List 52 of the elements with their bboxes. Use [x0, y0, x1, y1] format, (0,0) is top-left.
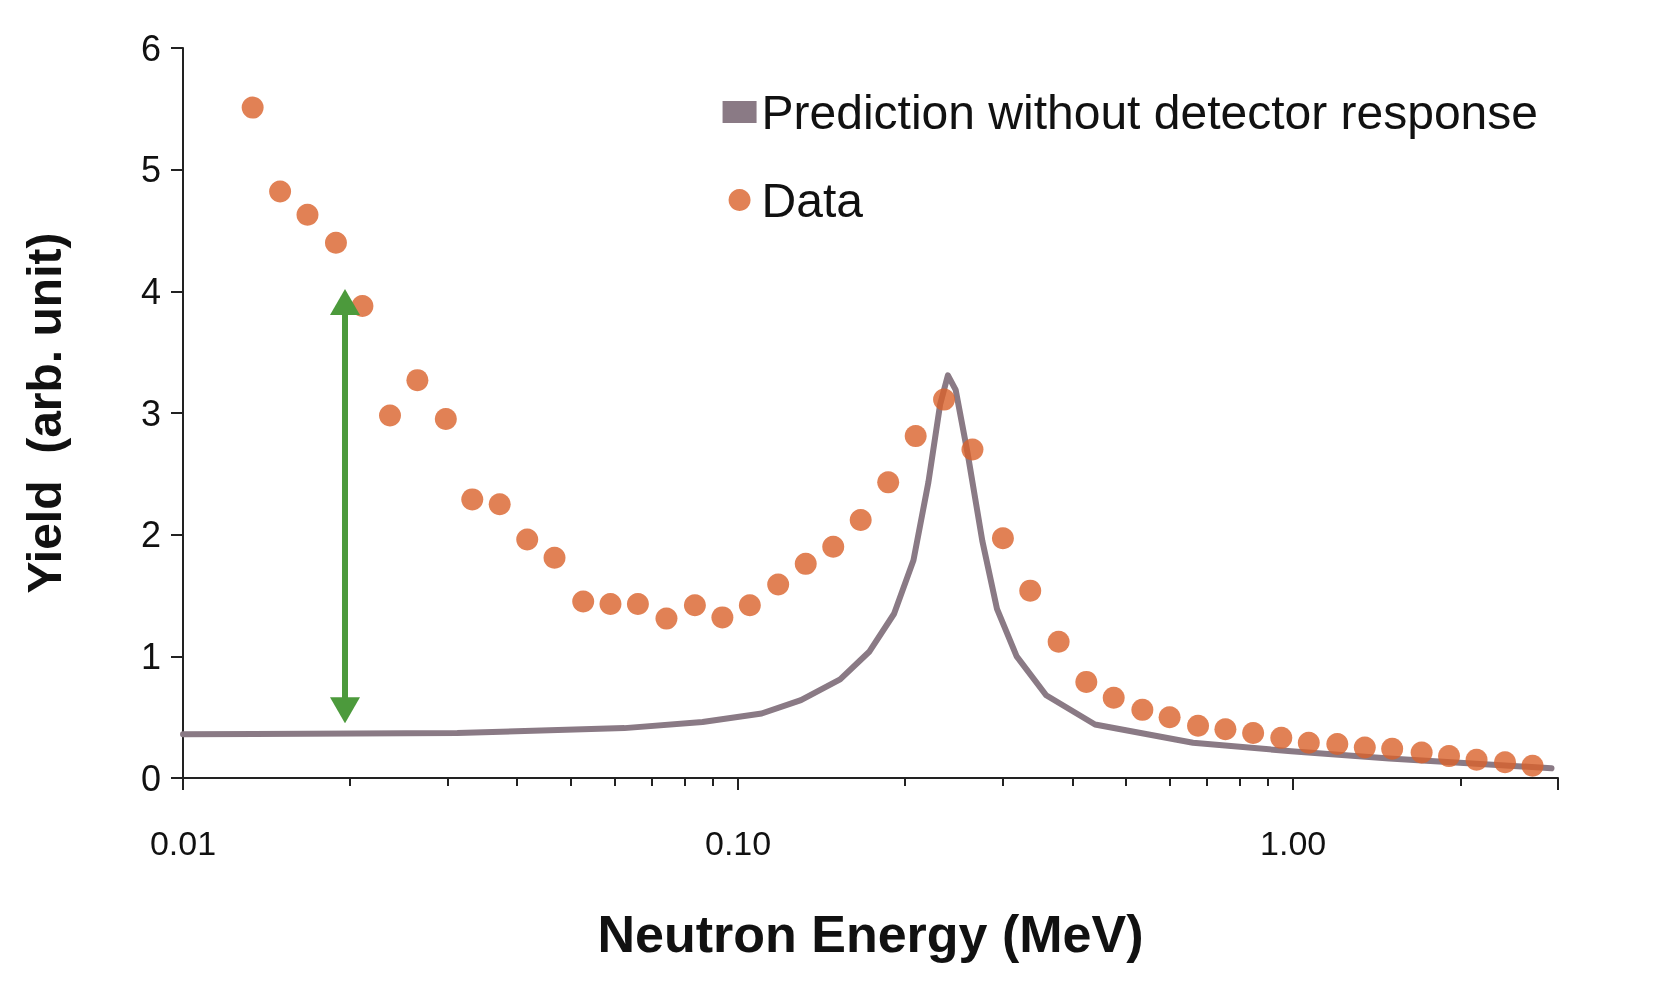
y-tick-label: 5 — [140, 149, 161, 191]
point — [1214, 718, 1237, 741]
x-tick-label: 1.00 — [1260, 824, 1327, 862]
point — [877, 471, 900, 494]
x-tick-label: 0.10 — [704, 824, 772, 862]
point — [599, 593, 622, 616]
point — [683, 594, 706, 617]
legend-label: Prediction without detector response — [761, 85, 1538, 139]
point — [1075, 670, 1098, 693]
x-axis-title: Neutron Energy (MeV) — [597, 905, 1144, 963]
point — [488, 493, 511, 516]
point — [1410, 741, 1433, 764]
point — [1326, 732, 1349, 755]
point — [1353, 736, 1376, 759]
point — [655, 607, 678, 630]
y-tick-label: 4 — [140, 270, 161, 312]
point — [711, 606, 734, 629]
point — [991, 527, 1014, 550]
point — [1465, 748, 1488, 771]
x-tick-label: 0.01 — [149, 824, 217, 862]
point — [849, 509, 872, 532]
point — [961, 438, 984, 461]
y-tick-label: 2 — [140, 514, 161, 556]
legend-label: Data — [761, 173, 864, 227]
y-axis-title: Yield (arb. unit) — [17, 232, 71, 594]
point — [1242, 721, 1265, 744]
point — [1019, 579, 1042, 602]
point — [1047, 630, 1070, 653]
point — [738, 594, 761, 617]
y-tick-label: 3 — [140, 392, 161, 434]
point — [1131, 698, 1154, 721]
point — [933, 388, 956, 411]
point — [516, 528, 539, 551]
point — [822, 535, 845, 558]
y-tick-label: 6 — [140, 27, 161, 69]
y-tick-label: 0 — [140, 757, 161, 799]
point — [1102, 686, 1125, 709]
point — [461, 488, 484, 511]
point — [1494, 751, 1517, 774]
y-tick-label: 1 — [140, 635, 161, 677]
point — [794, 552, 817, 575]
point — [1521, 754, 1544, 777]
point — [572, 590, 595, 613]
point — [1381, 737, 1404, 760]
point — [1270, 726, 1293, 749]
point — [543, 546, 566, 569]
point — [1438, 745, 1461, 768]
point — [767, 573, 790, 596]
point — [1187, 714, 1210, 737]
point — [626, 593, 649, 616]
point — [1158, 706, 1181, 729]
point — [1297, 731, 1320, 754]
